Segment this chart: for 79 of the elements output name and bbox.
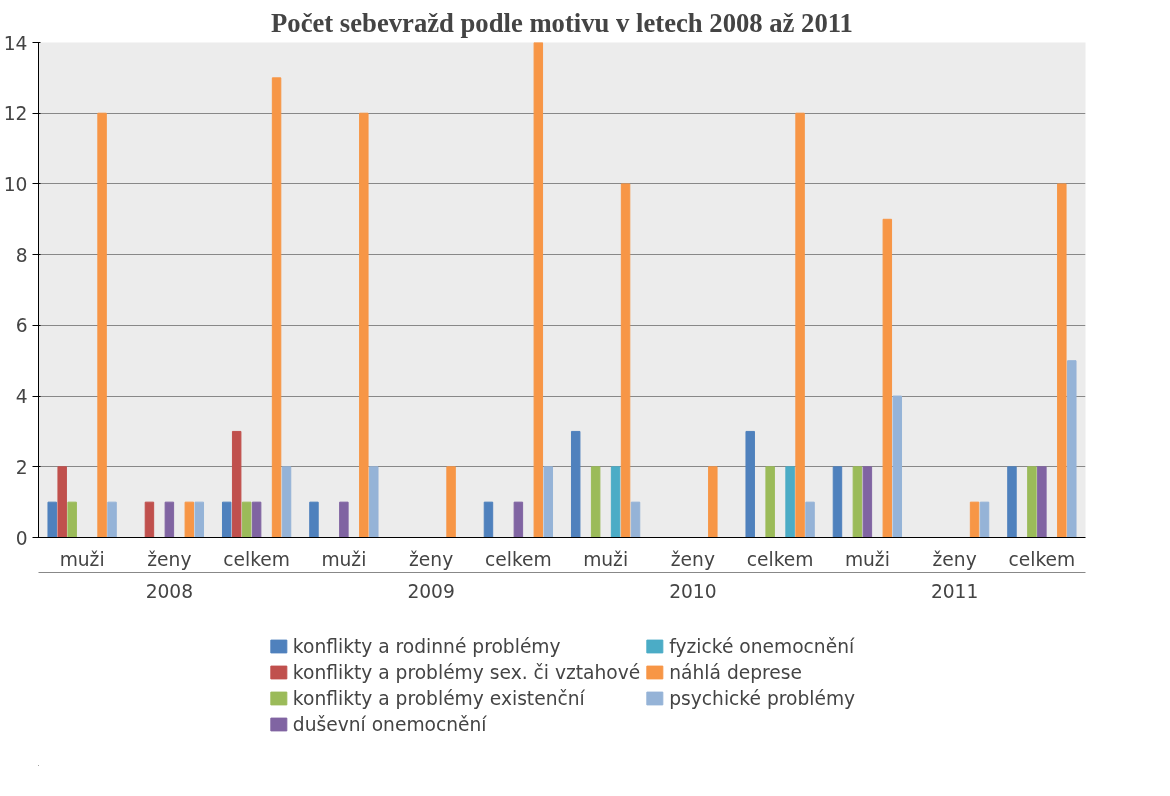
x-tick-label: celkem [223, 548, 290, 570]
bar [144, 501, 155, 538]
y-tick-label: 8 [15, 244, 28, 266]
text: 2010 [669, 580, 717, 602]
legend-label: fyzické onemocnění [669, 635, 855, 657]
x-tick-label: muži [583, 548, 629, 570]
bar [1027, 466, 1037, 538]
bar [1057, 183, 1067, 538]
bar [610, 466, 621, 538]
legend-label: duševní onemocnění [292, 713, 487, 735]
x-tick-label: celkem [485, 548, 552, 570]
bar [795, 112, 805, 538]
bar [882, 218, 893, 538]
bar [708, 466, 718, 538]
legend-label: náhlá deprese [669, 661, 802, 683]
x-tick-label: ženy [147, 548, 192, 570]
text: 2011 [930, 580, 979, 602]
bar [862, 466, 873, 538]
bar [271, 77, 282, 538]
bar [1067, 360, 1077, 538]
bar [483, 501, 494, 538]
y-tick-label: 14 [3, 32, 28, 54]
y-tick-label: 12 [3, 103, 28, 125]
bar [969, 501, 980, 538]
x-tick-label: ženy [670, 548, 715, 570]
bar [369, 466, 379, 538]
legend-label: konflikty a problémy sex. či vztahové [292, 661, 641, 683]
y-tick-label: 10 [3, 173, 28, 195]
bar [513, 501, 524, 538]
bar [745, 430, 755, 538]
legend-label: psychické problémy [669, 687, 856, 709]
x-tick-label: celkem [1008, 548, 1076, 570]
y-tick-label: 4 [15, 386, 28, 408]
x-tick-label: muži [59, 548, 105, 570]
bar [1037, 466, 1047, 538]
bar [67, 501, 77, 538]
bar [107, 501, 117, 538]
bar [164, 501, 175, 538]
legend-label: konflikty a rodinné problémy [292, 635, 561, 657]
bar [590, 466, 601, 538]
bar [309, 501, 319, 538]
bar [231, 430, 242, 538]
bar [832, 466, 843, 538]
bar [1007, 466, 1017, 538]
x-tick-label: ženy [409, 548, 454, 570]
bar [194, 501, 205, 538]
bar [765, 466, 775, 538]
legend-label: konflikty a problémy existenční [292, 687, 585, 709]
bar [241, 501, 252, 538]
text: 2009 [407, 580, 455, 602]
bar [852, 466, 863, 538]
chart-title: Počet sebevražd podle motivu v letech 2008 až 2011 [271, 7, 853, 38]
bar [446, 466, 456, 538]
text: 2008 [145, 580, 194, 602]
bar [620, 183, 631, 538]
y-tick-label: 0 [15, 527, 28, 549]
x-tick-label: muži [844, 548, 890, 570]
bar [184, 501, 195, 538]
bar [339, 501, 349, 538]
x-tick-label: ženy [932, 548, 977, 570]
bar [785, 466, 795, 538]
y-tick-label: 6 [15, 315, 28, 337]
y-tick-label: 2 [15, 456, 28, 478]
bar [570, 430, 581, 538]
bar [543, 466, 554, 538]
bar [97, 112, 107, 538]
bar [281, 466, 292, 538]
bar [630, 501, 641, 538]
bar [979, 501, 990, 538]
bar [251, 501, 262, 538]
bar [359, 112, 369, 538]
bar [805, 501, 815, 538]
bar [221, 501, 232, 538]
bar [533, 42, 544, 538]
bar [892, 395, 903, 538]
bar [47, 501, 57, 538]
bar [57, 466, 67, 538]
x-tick-label: celkem [746, 548, 814, 570]
x-tick-label: muži [321, 548, 367, 570]
